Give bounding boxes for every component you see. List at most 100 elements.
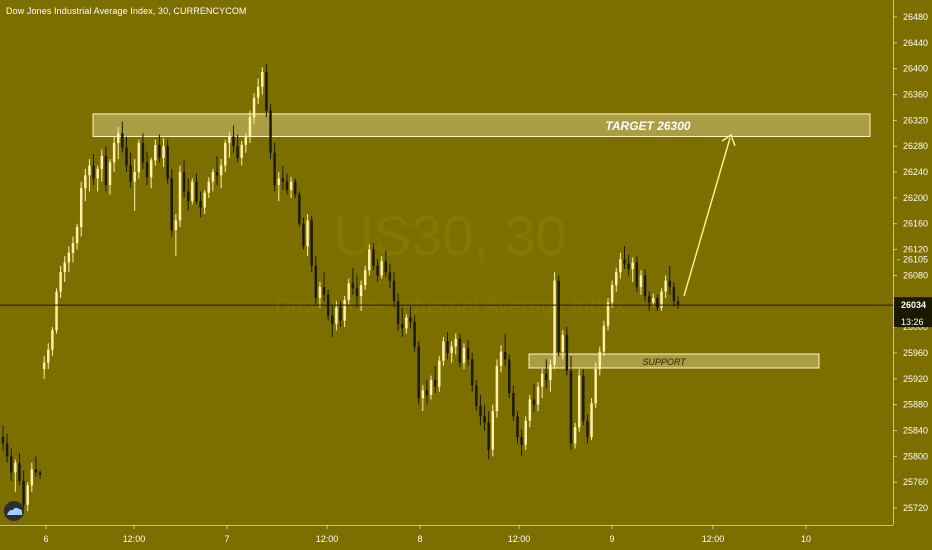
- candle-body: [1, 436, 5, 444]
- time-tick-label: 10: [801, 534, 811, 544]
- candle-body: [207, 181, 211, 193]
- candle-body: [26, 485, 29, 505]
- candle-body: [22, 480, 25, 505]
- candle-body: [141, 142, 145, 163]
- candle-body: [310, 220, 313, 266]
- candle-body: [438, 360, 441, 387]
- candle-body: [285, 181, 289, 191]
- candle-body: [660, 291, 663, 308]
- price-tick-label: 26240: [903, 167, 928, 177]
- candle-body: [582, 375, 585, 421]
- candle-body: [664, 280, 667, 292]
- target-zone[interactable]: [92, 113, 871, 138]
- price-tick-label: 26120: [903, 245, 928, 255]
- support-zone[interactable]: [528, 353, 820, 369]
- candle-body: [631, 262, 634, 269]
- candle-body: [639, 275, 643, 288]
- candle-body: [75, 226, 79, 244]
- price-tick-label: 25800: [903, 451, 928, 461]
- price-tick-label: 25920: [903, 374, 928, 384]
- candle-body: [96, 168, 99, 179]
- candle-body: [42, 362, 46, 370]
- axis-corner: [894, 526, 931, 549]
- candle-body: [491, 411, 495, 450]
- candle-body: [615, 272, 618, 286]
- support-label: SUPPORT: [642, 357, 687, 367]
- candle-body: [450, 346, 453, 353]
- candle-body: [47, 349, 50, 363]
- candle-body: [219, 165, 223, 176]
- candle-body: [236, 146, 239, 158]
- candle-body: [499, 351, 503, 366]
- candle-body: [191, 181, 194, 202]
- candle-body: [314, 265, 318, 299]
- candle-body: [104, 155, 108, 185]
- candle-body: [470, 359, 474, 386]
- price-axis-panel[interactable]: [893, 0, 932, 550]
- candle-body: [528, 399, 532, 421]
- candle-body: [446, 341, 449, 353]
- candle-body: [557, 280, 560, 352]
- candle-body: [462, 347, 466, 363]
- candle-body: [343, 299, 346, 321]
- candle-body: [108, 162, 112, 185]
- price-tick-label: 26280: [903, 141, 928, 151]
- candle-body: [203, 192, 206, 208]
- candle-body: [479, 405, 482, 417]
- candle-body: [602, 325, 606, 352]
- candle-body: [606, 302, 610, 326]
- candle-body: [199, 201, 202, 208]
- candle-body: [355, 288, 359, 297]
- candle-body: [273, 152, 276, 185]
- time-tick-label: 12:00: [508, 534, 531, 544]
- candle-body: [388, 272, 392, 281]
- candle-body: [627, 263, 630, 269]
- candle-body: [396, 301, 400, 324]
- candle-body: [565, 334, 569, 372]
- candle-body: [224, 142, 227, 166]
- candle-body: [158, 144, 161, 158]
- cloud-icon: [7, 507, 23, 515]
- candle-body: [302, 223, 305, 247]
- candle-body: [635, 262, 639, 288]
- candle-body: [363, 270, 367, 286]
- price-tick-label: 26400: [903, 64, 928, 74]
- candle-body: [380, 261, 383, 276]
- candle-body: [594, 369, 597, 404]
- price-tick-label: 26440: [903, 38, 928, 48]
- price-tick-label: 26320: [903, 115, 928, 125]
- candle-body: [532, 399, 536, 405]
- candle-body: [376, 265, 379, 276]
- projection-arrow-line: [683, 137, 731, 297]
- candle-body: [619, 259, 622, 273]
- time-axis-panel[interactable]: [0, 525, 932, 550]
- candle-body: [512, 393, 515, 417]
- candle-body: [384, 261, 388, 273]
- candle-body: [347, 283, 350, 300]
- candle-body: [520, 436, 523, 445]
- candle-body: [9, 456, 13, 473]
- candle-body: [672, 287, 676, 302]
- candle-body: [623, 259, 626, 264]
- candle-body: [306, 220, 309, 247]
- candle-body: [232, 136, 235, 147]
- candle-body: [405, 317, 408, 329]
- chart-title: Dow Jones Industrial Average Index, 30, …: [6, 6, 247, 16]
- time-tick-label: 7: [224, 534, 229, 544]
- candle-body: [112, 142, 116, 163]
- candle-body: [442, 341, 445, 361]
- candle-body: [643, 275, 647, 297]
- candle-body: [647, 296, 651, 303]
- candle-body: [590, 403, 593, 437]
- candle-body: [339, 307, 342, 321]
- candle-body: [149, 160, 153, 178]
- candle-body: [14, 462, 17, 473]
- price-tick-label: 26360: [903, 90, 928, 100]
- candle-body: [92, 165, 95, 179]
- countdown-label: 13:26: [901, 317, 924, 327]
- candle-body: [545, 373, 548, 381]
- candle-body: [252, 97, 256, 118]
- candle-body: [351, 283, 355, 289]
